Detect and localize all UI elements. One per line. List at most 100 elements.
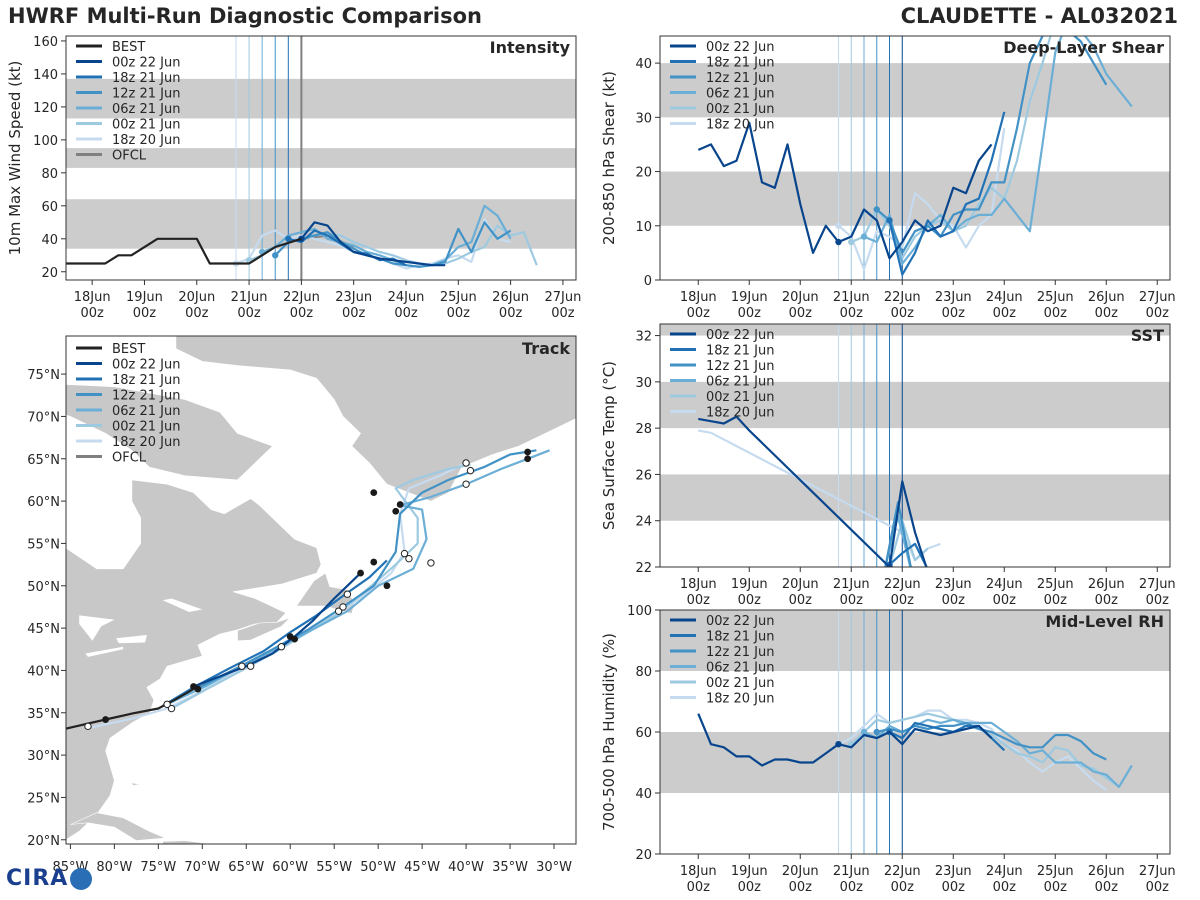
series-line	[888, 111, 1006, 276]
x-tick-label: 00z	[840, 593, 864, 608]
legend-label: 06z 21 Jun	[706, 375, 775, 390]
axes-frame	[65, 35, 577, 281]
panel-shear: 01020304018Jun00z19Jun00z20Jun00z21Jun00…	[600, 35, 1176, 321]
x-tick-label: 24Jun	[986, 290, 1023, 305]
legend-label: OFCL	[112, 451, 147, 466]
x-tick-label: 19Jun	[731, 577, 768, 592]
legend-label: 18z 20 Jun	[706, 692, 775, 707]
y-axis-label: 200-850 hPa Shear (kt)	[600, 71, 618, 245]
shaded-band	[660, 171, 1170, 226]
shaded-band	[66, 148, 576, 168]
lon-tick-label: 70°W	[184, 860, 220, 875]
init-marker	[860, 233, 868, 240]
x-tick-label: 00z	[1095, 880, 1119, 895]
series-line	[838, 709, 1107, 791]
shaded-band	[660, 610, 1170, 671]
x-tick-label: 00z	[185, 306, 209, 321]
x-tick-label: 00z	[1146, 880, 1170, 895]
landmass-greenland	[175, 336, 576, 502]
x-tick-label: 00z	[789, 880, 813, 895]
tracks-group	[66, 448, 550, 731]
y-tick-label: 20	[41, 266, 58, 281]
legend-label: 18z 20 Jun	[112, 435, 181, 450]
track-point-hollow	[246, 662, 255, 670]
lat-tick-label: 55°N	[27, 537, 60, 552]
lat-tick-label: 20°N	[27, 834, 60, 849]
legend-label: 00z 21 Jun	[706, 676, 775, 691]
panel-title: Deep-Layer Shear	[1003, 38, 1164, 57]
panel-rh: 2040608010018Jun00z19Jun00z20Jun00z21Jun…	[600, 604, 1176, 895]
x-tick-label: 00z	[789, 306, 813, 321]
legend-label: 06z 21 Jun	[706, 87, 775, 102]
y-tick-label: 22	[635, 561, 652, 576]
lon-tick-label: 50°W	[360, 860, 396, 875]
x-tick-label: 26Jun	[492, 290, 529, 305]
shaded-band	[66, 78, 576, 119]
lat-tick-label: 65°N	[27, 453, 60, 468]
x-tick-label: 00z	[993, 880, 1017, 895]
x-tick-label: 21Jun	[231, 290, 268, 305]
track-point-hollow	[167, 704, 176, 713]
axes-frame	[659, 323, 1171, 568]
y-tick-label: 100	[627, 604, 652, 619]
legend-label: 18z 21 Jun	[706, 56, 775, 71]
legend-label: 12z 21 Jun	[706, 359, 775, 374]
legend-label: 06z 21 Jun	[706, 661, 775, 676]
legend-label: 18z 20 Jun	[112, 133, 181, 148]
track-point-filled	[370, 489, 378, 497]
legend-label: 00z 22 Jun	[112, 56, 181, 71]
lat-tick-label: 30°N	[27, 749, 60, 764]
shaded-band	[660, 324, 1170, 336]
series-line	[300, 221, 446, 267]
series-line	[837, 128, 1006, 271]
track-point-filled	[291, 635, 299, 643]
x-tick-label: 19Jun	[126, 290, 163, 305]
x-tick-label: 00z	[1044, 593, 1068, 608]
land-group	[66, 336, 576, 844]
legend-label: 06z 21 Jun	[112, 404, 181, 419]
x-tick-label: 25Jun	[1037, 290, 1074, 305]
lat-tick-label: 75°N	[27, 368, 60, 383]
series-line	[274, 221, 512, 268]
axes-frame	[659, 35, 1171, 281]
lake	[79, 615, 115, 641]
x-tick-label: 22Jun	[884, 864, 921, 879]
x-tick-label: 00z	[394, 306, 418, 321]
x-tick-label: 00z	[687, 593, 711, 608]
x-tick-label: 00z	[1095, 306, 1119, 321]
init-marker	[272, 252, 279, 259]
series-line	[698, 429, 941, 562]
x-tick-label: 00z	[942, 306, 966, 321]
x-tick-label: 26Jun	[1088, 577, 1125, 592]
legend-label: 12z 21 Jun	[112, 389, 181, 404]
legend-label: 12z 21 Jun	[706, 645, 775, 660]
init-marker	[860, 728, 868, 736]
x-tick-label: 24Jun	[986, 577, 1023, 592]
y-tick-label: 32	[635, 330, 652, 345]
track-point-hollow	[405, 554, 413, 563]
track-point-filled	[392, 507, 400, 515]
x-tick-label: 00z	[290, 306, 314, 321]
y-tick-label: 40	[635, 787, 652, 802]
series-line	[876, 721, 1107, 761]
x-tick-label: 00z	[447, 306, 471, 321]
track-point-hollow	[238, 662, 246, 670]
series-line	[66, 237, 302, 265]
x-tick-label: 25Jun	[1037, 577, 1074, 592]
x-tick-label: 00z	[738, 593, 762, 608]
track-point-filled	[194, 685, 202, 693]
legend-label: 18z 21 Jun	[112, 71, 181, 86]
lat-tick-label: 45°N	[27, 622, 60, 637]
y-tick-label: 24	[635, 515, 652, 530]
init-marker	[835, 238, 842, 246]
series-group	[698, 415, 941, 567]
x-tick-label: 00z	[738, 306, 762, 321]
x-tick-label: 00z	[499, 306, 523, 321]
legend-label: OFCL	[112, 149, 147, 164]
x-tick-label: 27Jun	[544, 290, 581, 305]
track-point-filled	[357, 569, 364, 577]
legend-label: 00z 22 Jun	[706, 328, 775, 343]
x-tick-label: 00z	[687, 306, 711, 321]
y-tick-label: 0	[644, 274, 652, 289]
x-tick-label: 00z	[942, 593, 966, 608]
